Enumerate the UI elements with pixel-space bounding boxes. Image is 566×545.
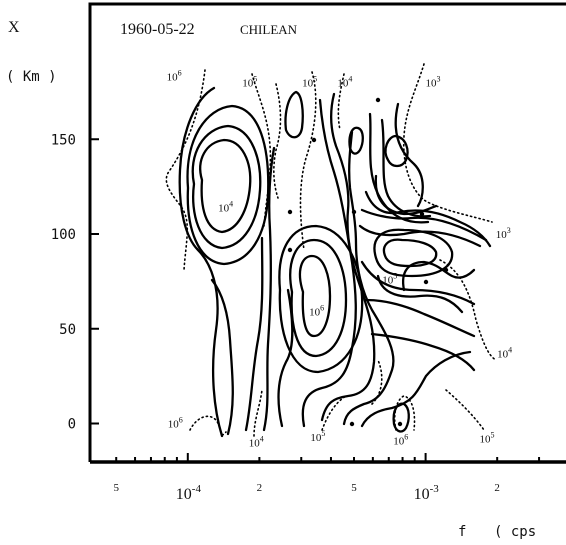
contour-label: 106: [309, 304, 324, 319]
contour-line: [210, 278, 234, 436]
contour-label: 104: [249, 434, 264, 449]
contour-labels: 106 105 105 104 103 104 103 105 106 104 106 104 105 1…: [167, 69, 513, 450]
contour-label: 104: [218, 199, 233, 214]
x-axis-unit: ( cps: [494, 524, 536, 540]
contour-line-dotted: [393, 395, 416, 431]
contour-line: [370, 332, 476, 372]
contour-line-dotted: [321, 395, 347, 431]
contour-line: [244, 236, 264, 432]
x-tick-label: 10-4: [176, 483, 202, 503]
x-tick-label: 5: [113, 482, 119, 494]
x-tick-label: 5: [351, 482, 357, 494]
y-tick-label: 0: [68, 417, 76, 433]
contour-label: 104: [497, 345, 512, 360]
x-tick-label: 2: [494, 482, 500, 494]
contour-label: 103: [426, 74, 441, 89]
y-tick-label: 100: [51, 227, 76, 243]
contour-line-dotted: [299, 71, 317, 251]
contour-ring: [289, 238, 348, 358]
contour-lines-dotted: [165, 63, 497, 437]
contour-line: [380, 118, 432, 218]
contour-line-dotted: [251, 73, 272, 227]
contour-line-dotted: [439, 259, 497, 361]
x-axis-label: f: [458, 524, 466, 540]
contour-label: 105: [382, 271, 397, 286]
plot-frame: [88, 2, 566, 462]
contour-line: [262, 146, 276, 432]
x-tick-labels: 5 10-4 2 5 10-3 2: [113, 482, 499, 503]
contour-line-dotted: [165, 69, 206, 271]
contour-line-dotted: [445, 389, 485, 431]
contour-line-dotted: [273, 83, 282, 199]
contour-label: 105: [242, 74, 257, 89]
x-tick-label: 2: [257, 482, 263, 494]
contour-ring: [284, 90, 304, 139]
contour-line-dotted: [253, 389, 263, 437]
contour-label: 105: [302, 74, 317, 89]
contour-label: 106: [393, 433, 408, 448]
contour-line: [360, 350, 472, 428]
y-axis-unit: ( Km ): [6, 69, 57, 85]
contour-ring: [199, 138, 252, 234]
contour-ring: [373, 228, 454, 278]
contour-line-dotted: [337, 73, 345, 131]
contour-line: [364, 298, 476, 338]
contour-line-dotted: [402, 63, 493, 223]
contour-line: [364, 190, 492, 248]
contour-ring: [191, 124, 262, 250]
contour-line: [394, 102, 424, 208]
contour-line: [320, 92, 376, 422]
y-axis-label: X: [8, 19, 20, 36]
contour-line: [358, 224, 482, 248]
chart-title: 1960-05-22: [120, 21, 195, 38]
contour-ring: [384, 134, 409, 168]
contour-line: [342, 130, 395, 426]
contour-label: 105: [310, 429, 325, 444]
contour-line: [360, 260, 476, 306]
contour-line: [301, 98, 357, 428]
y-tick-label: 50: [59, 322, 76, 338]
contour-ring: [298, 254, 332, 338]
contour-label: 105: [479, 431, 494, 446]
y-axis-ticks: [90, 138, 99, 425]
contour-label: 103: [496, 226, 511, 241]
contour-line: [376, 274, 464, 314]
x-tick-label: 10-3: [414, 483, 440, 503]
contour-line: [401, 260, 476, 292]
y-tick-label: 150: [51, 132, 76, 148]
chart-subtitle: CHILEAN: [240, 22, 298, 37]
contour-ring: [382, 238, 438, 268]
contour-line-dotted: [189, 415, 227, 436]
y-tick-labels: 0 50 100 150: [51, 132, 76, 432]
data-dots: [287, 97, 449, 427]
contour-label: 106: [167, 69, 182, 84]
contour-line: [178, 86, 224, 438]
contour-line: [368, 112, 430, 224]
x-axis-minor-ticks: [115, 453, 541, 462]
contour-line: [277, 288, 294, 428]
contour-label: 106: [168, 416, 183, 431]
contour-ring: [278, 224, 364, 374]
contour-line: [360, 208, 488, 242]
contour-ring: [186, 104, 270, 266]
contour-label: 104: [337, 74, 352, 89]
